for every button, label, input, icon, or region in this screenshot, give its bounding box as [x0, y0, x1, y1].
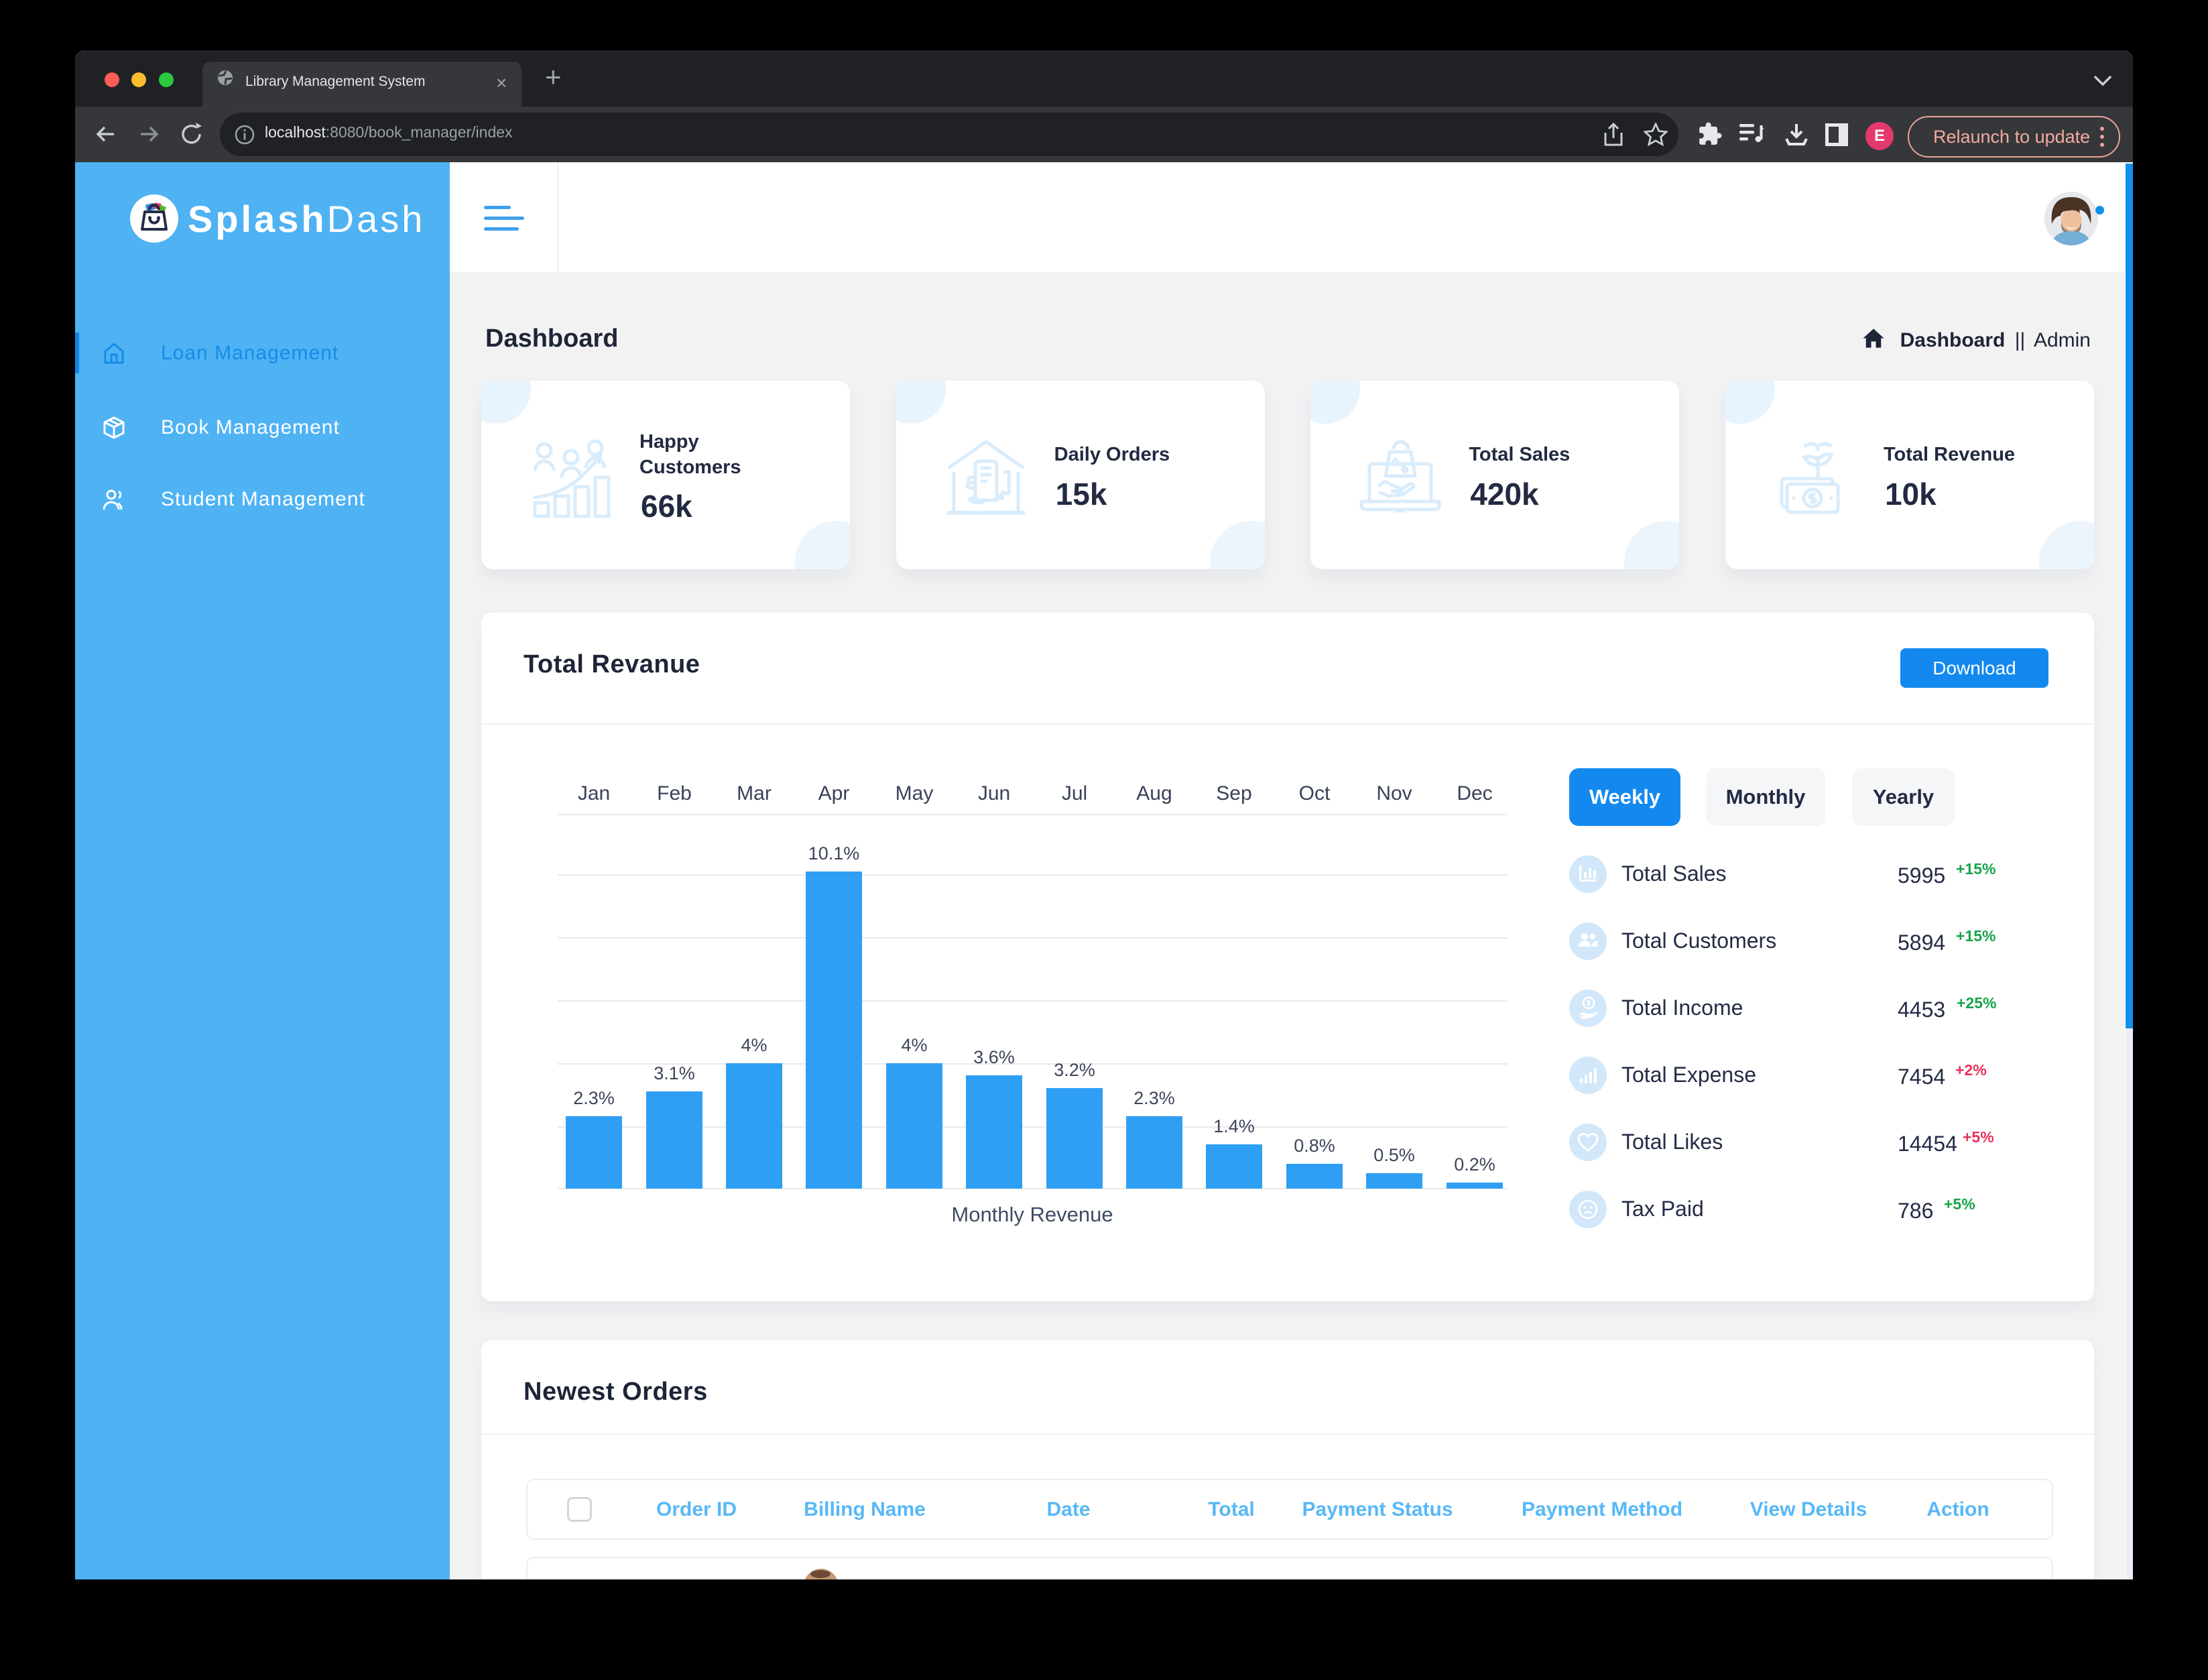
svg-text:3.1%: 3.1%	[654, 1063, 695, 1083]
svg-text:2.3%: 2.3%	[573, 1088, 615, 1108]
svg-text:Feb: Feb	[657, 782, 692, 804]
svg-text:Jun: Jun	[978, 782, 1010, 804]
svg-text:0.8%: 0.8%	[1294, 1136, 1335, 1156]
svg-text:Dec: Dec	[1457, 782, 1492, 804]
svg-text:Sep: Sep	[1216, 782, 1251, 804]
svg-text:4%: 4%	[741, 1035, 767, 1055]
svg-text:3.2%: 3.2%	[1054, 1060, 1095, 1080]
svg-text:3.6%: 3.6%	[973, 1047, 1015, 1067]
svg-text:Aug: Aug	[1136, 782, 1172, 804]
svg-text:Jan: Jan	[578, 782, 610, 804]
svg-text:Monthly Revenue: Monthly Revenue	[951, 1203, 1113, 1226]
svg-text:Mar: Mar	[737, 782, 772, 804]
svg-text:2.3%: 2.3%	[1133, 1088, 1175, 1108]
svg-text:Nov: Nov	[1376, 782, 1412, 804]
svg-text:4%: 4%	[901, 1035, 927, 1055]
svg-text:May: May	[896, 782, 934, 804]
svg-text:10.1%: 10.1%	[808, 843, 860, 863]
svg-text:Jul: Jul	[1062, 782, 1087, 804]
svg-text:0.2%: 0.2%	[1454, 1154, 1495, 1175]
svg-text:1.4%: 1.4%	[1213, 1116, 1255, 1136]
svg-text:0.5%: 0.5%	[1373, 1145, 1415, 1165]
svg-text:Apr: Apr	[818, 782, 850, 804]
svg-text:Oct: Oct	[1299, 782, 1331, 804]
